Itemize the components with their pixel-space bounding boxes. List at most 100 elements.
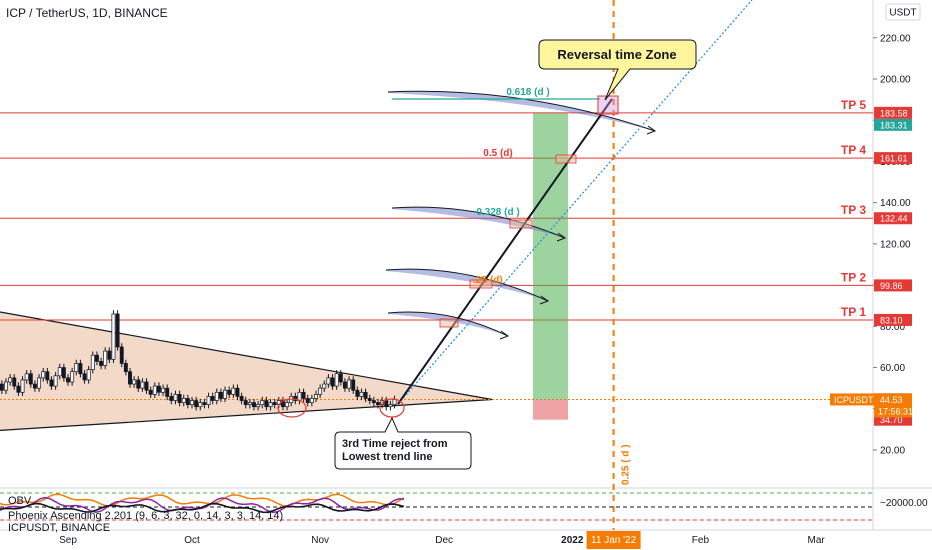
candle-body (235, 387, 240, 397)
indicator-pane: OBV Phoenix Ascending 2.201 (9, 6, 3, 32… (0, 492, 873, 534)
candle-body (239, 396, 244, 401)
candle-body (86, 369, 91, 381)
x-tick-label: Mar (808, 535, 826, 546)
candle-body (32, 383, 37, 389)
candle-body (355, 389, 360, 397)
candle-body (90, 354, 95, 370)
current-price-text: 44.53 (880, 395, 903, 405)
candle-body (12, 377, 17, 387)
triangle-lower-trendline[interactable] (0, 398, 493, 431)
current-symbol-text: ICPUSDT (834, 395, 874, 405)
candle-body (190, 400, 194, 406)
price-tag (874, 118, 912, 131)
candle-body (326, 377, 331, 385)
price-tags: 183.58183.31161.61132.4499.8683.1044.613… (830, 106, 913, 426)
candle-body (342, 381, 347, 389)
indicator-pane-background (0, 488, 873, 528)
x-highlight-label: 11 Jan '22 (591, 535, 637, 546)
candle-body (99, 361, 104, 366)
candle-body (173, 394, 178, 401)
candle-body (45, 371, 50, 381)
candle-body (4, 381, 8, 391)
price-tag-text: 183.58 (880, 108, 908, 118)
candle-body (247, 402, 252, 406)
candle-body (297, 391, 302, 401)
candle-body (103, 350, 108, 366)
currency-badge[interactable]: USDT (885, 3, 921, 21)
candle-body (115, 313, 120, 348)
candle-body (107, 350, 112, 360)
target-label: TP 2 (841, 270, 866, 284)
target-label: TP 3 (841, 203, 866, 217)
candle-body (144, 381, 149, 391)
y-tick-label: 60.00 (880, 363, 905, 374)
candle-body (359, 391, 364, 397)
currency-badge-text: USDT (889, 8, 916, 19)
candle-body (181, 398, 186, 403)
fib-label: 0.618 (d ) (506, 87, 549, 98)
fib-arc-arrow (539, 295, 550, 305)
current-symbol-tag (830, 393, 874, 406)
candle-body (363, 391, 368, 399)
candle-body (78, 363, 83, 375)
reversal-zone-box[interactable] (597, 95, 619, 115)
candle-body (301, 391, 306, 399)
triangle-upper-trendline[interactable] (0, 311, 493, 401)
candle-body (152, 385, 157, 395)
fib-label: 0.5 (d) (483, 148, 512, 159)
price-axis[interactable]: 20.0040.0060.0080.00100.00120.00140.0016… (873, 33, 911, 457)
candle-body (367, 398, 372, 401)
projection-trendline[interactable] (397, 98, 613, 405)
y-tick-label: 20.00 (880, 446, 905, 457)
target-label: TP 4 (841, 143, 866, 157)
indicator-axis-label: −20000.00 (880, 498, 928, 509)
fib-label: 0.328 (d ) (476, 207, 519, 218)
fib-speed-arcs[interactable] (385, 90, 657, 340)
candle-body (351, 379, 356, 391)
candle-body (243, 400, 248, 406)
candle-body (169, 396, 174, 401)
candle-body (194, 400, 199, 408)
price-tag-text: 183.31 (880, 120, 908, 130)
x-tick-label: Sep (59, 535, 77, 546)
target-lines: TP 1 TP 2 TP 3 TP 4 TP 5 (0, 98, 873, 321)
reject-callout[interactable]: 3rd Time reject from Lowest trend line (334, 416, 472, 470)
candle-body (210, 396, 215, 401)
candle-body (136, 379, 141, 389)
fib-arc-arrow (499, 330, 510, 340)
x-tick-label: Oct (184, 535, 200, 546)
y-tick-label: 200.00 (880, 75, 911, 86)
candle-body (260, 400, 265, 406)
price-tag-text: 99.86 (880, 281, 903, 291)
candle-body (61, 367, 66, 379)
price-tag-text: 132.44 (880, 214, 908, 224)
obv-line (0, 493, 405, 507)
reject-callout-line2: Lowest trend line (342, 451, 432, 463)
price-tag (874, 152, 912, 165)
target-label: TP 5 (841, 98, 866, 112)
candle-body (0, 383, 4, 391)
price-tag (874, 313, 912, 326)
fib-box (509, 219, 533, 229)
reject-callout-line1: 3rd Time reject from (342, 438, 448, 450)
candle-body (20, 379, 25, 393)
candle-body (202, 402, 207, 406)
candle-body (177, 394, 182, 403)
candle-body (28, 373, 33, 385)
y-tick-label: 220.00 (880, 33, 911, 44)
fib-box (469, 279, 493, 289)
time-axis[interactable]: Sep Oct Nov Dec 2022 Feb Mar 11 Jan '22 (59, 531, 825, 549)
fib-arc-fill (386, 269, 548, 301)
candle-body (256, 404, 261, 408)
candle-body (119, 346, 124, 364)
blue-dotted-projection-line[interactable] (397, 0, 753, 405)
candle-body (371, 400, 376, 403)
reversal-callout[interactable]: Reversal time Zone (538, 39, 697, 101)
candle-body (218, 391, 223, 399)
fib-arc-fill (392, 207, 565, 238)
price-tag (874, 279, 912, 292)
candle-body (198, 402, 203, 408)
long-position-stop-zone[interactable] (533, 399, 568, 420)
phoenix-signal-line (0, 502, 405, 514)
